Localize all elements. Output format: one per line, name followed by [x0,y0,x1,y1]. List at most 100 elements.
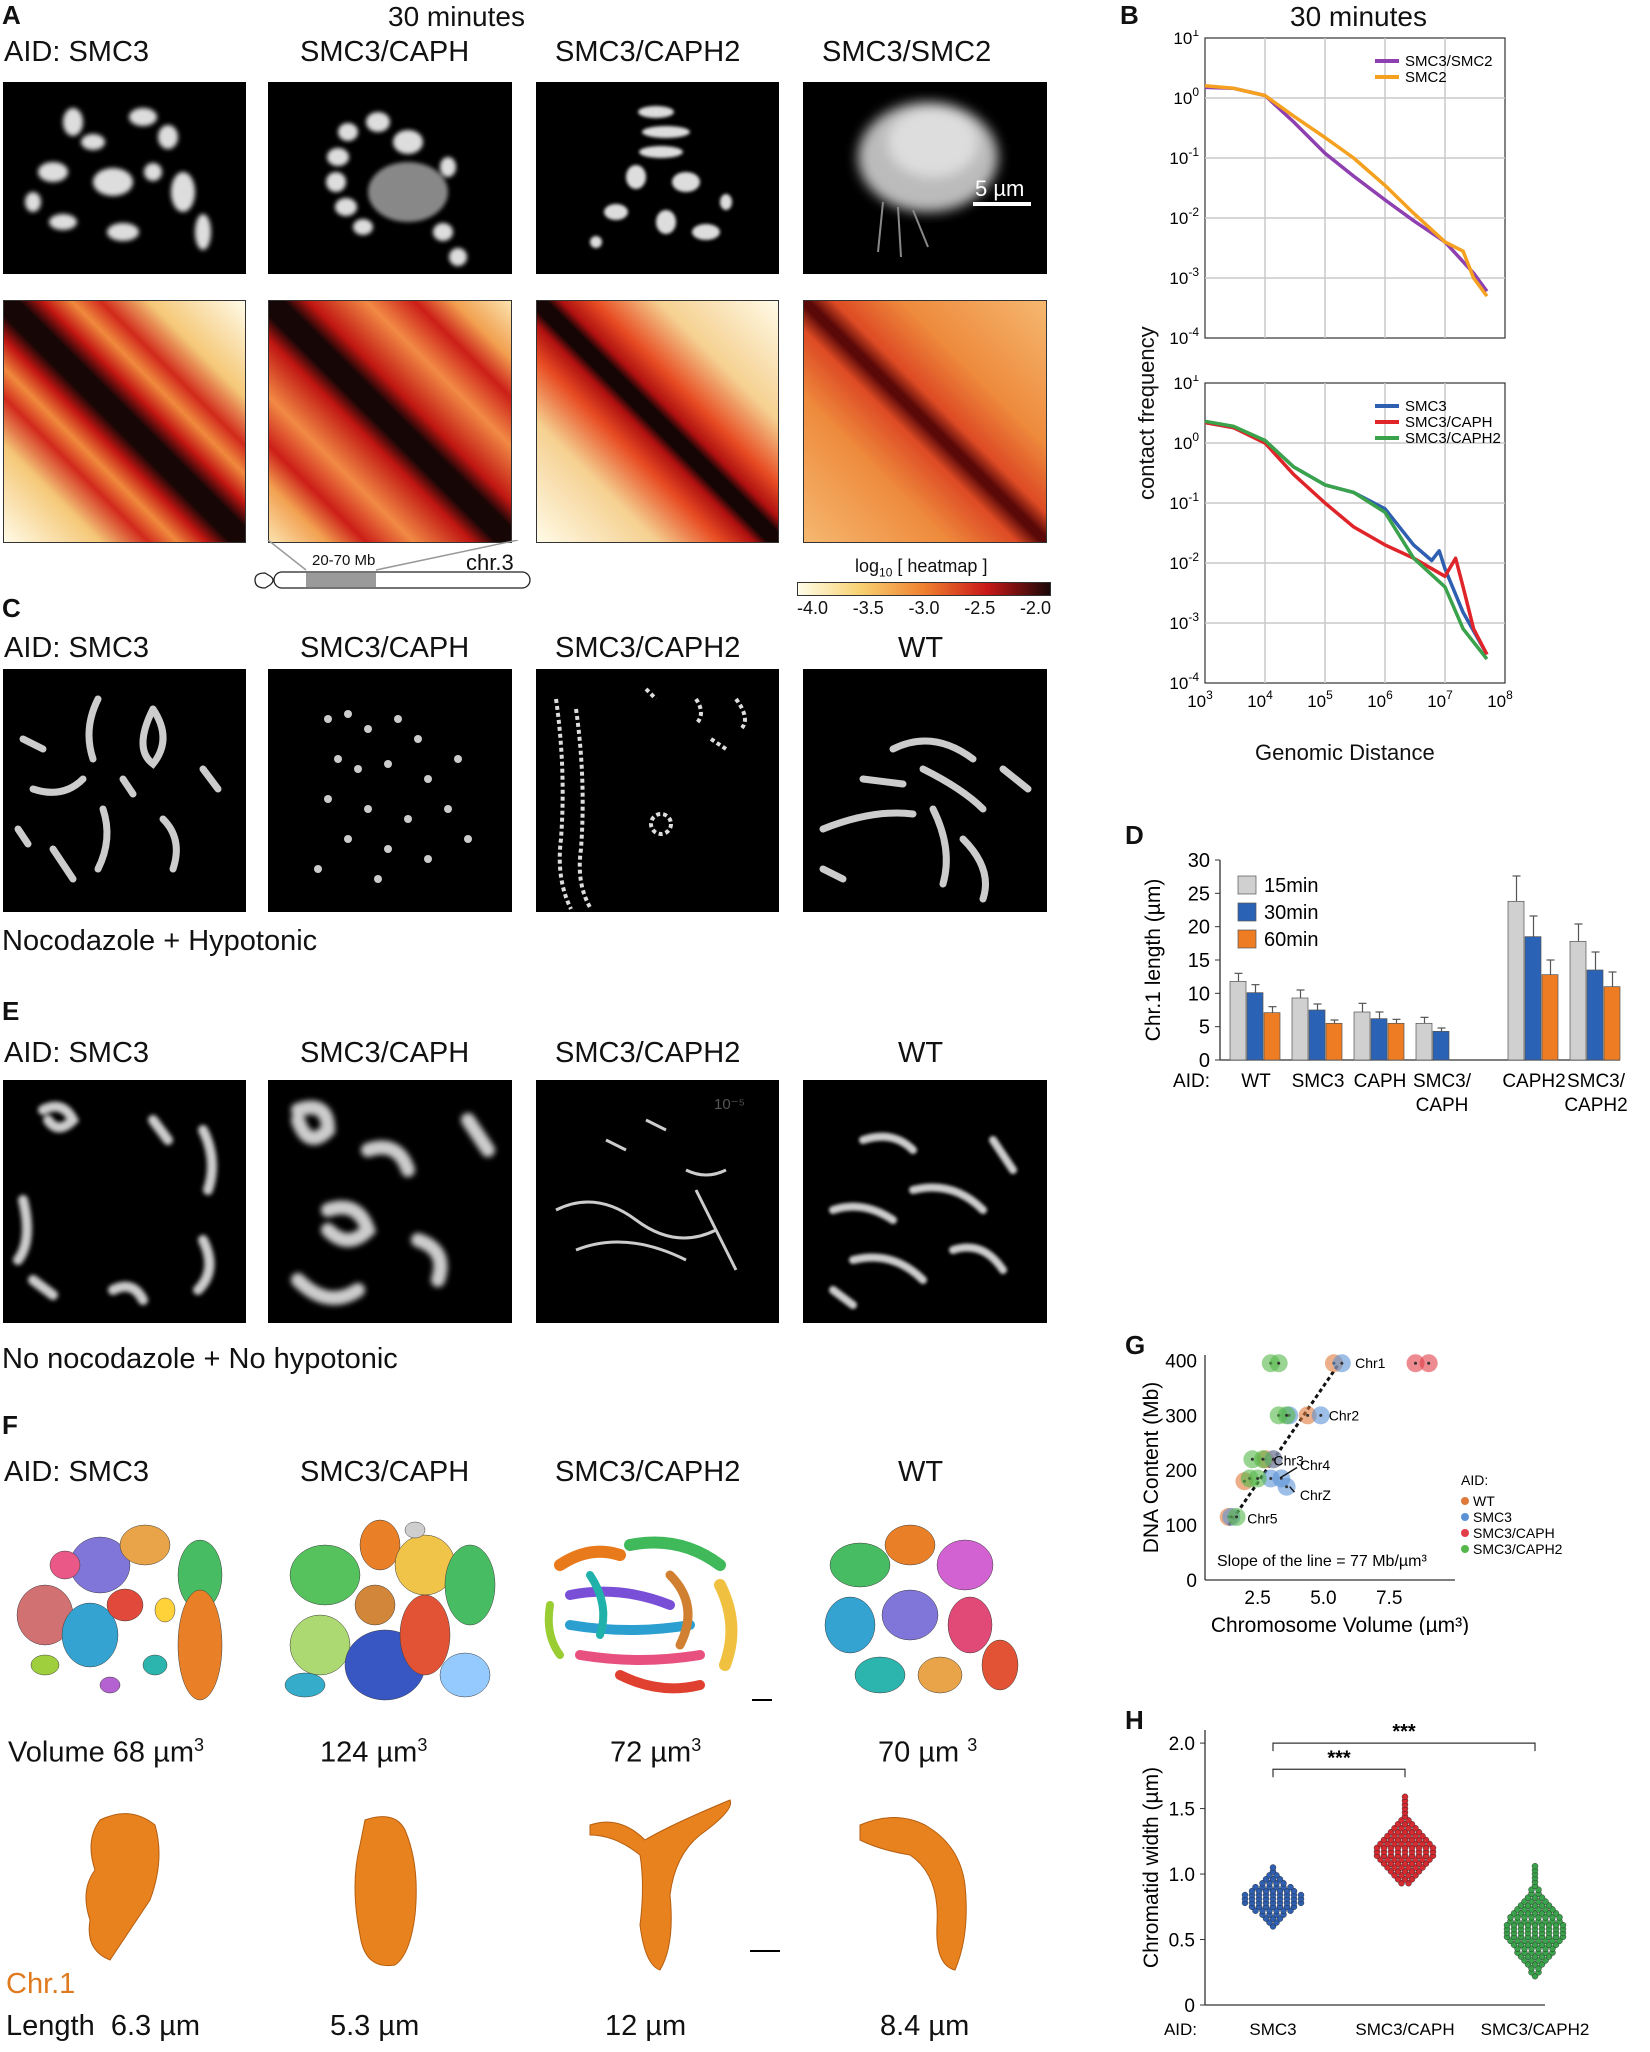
panel-label-a: A [2,0,21,30]
panel-c-label-3: SMC3/CAPH2 [555,632,741,664]
x-tick-label: 5.0 [1310,1588,1336,1609]
scatter-point-center [1340,1361,1344,1365]
panel-b-title: 30 minutes [1290,1,1427,32]
y-tick-label: 1.0 [1169,1865,1195,1886]
scatter-point-center [1285,1485,1289,1489]
y-tick-label: 10-4 [1169,670,1199,693]
panel-c-caption: Nocodazole + Hypotonic [2,925,318,957]
micrograph-watermark: 10⁻⁵ [714,1096,745,1113]
colorbar-tick: -4.0 [797,598,829,618]
heatmap-smc3-caph2 [536,300,779,543]
x-tick-label: CAPH2 [1502,1071,1565,1092]
panel-f-label-4: WT [898,1456,944,1488]
legend-marker [1461,1529,1469,1537]
legend-swatch [1237,929,1257,949]
y-tick-label: 25 [1188,883,1210,905]
legend-marker [1461,1545,1469,1553]
x-tick-label: SMC3 [1249,2020,1296,2039]
panel-f-label-1: AID: SMC3 [4,1456,150,1488]
bar [1353,1011,1371,1061]
legend-label: WT [1473,1493,1495,1509]
x-axis-label: Chromosome Volume (µm³) [1211,1614,1469,1635]
y-tick-label: 10-4 [1169,325,1199,348]
y-axis-label: Chromatid width (µm) [1140,1767,1163,1968]
bar [1370,1018,1388,1061]
chrom-name: chr.3 [466,550,514,575]
scale-bar [973,202,1031,206]
length-smc3-caph2: 12 µm [605,2010,687,2042]
legend-label: 15min [1264,875,1318,897]
x-tick-label: 108 [1487,688,1513,711]
panel-c-label-1: AID: SMC3 [4,632,150,664]
swarm-point [1269,1864,1277,1871]
bar [1387,1022,1405,1061]
x-tick-label: WT [1241,1071,1271,1092]
bar [1541,974,1559,1061]
legend-marker [1461,1497,1469,1505]
swarm-point [1287,1883,1294,1891]
y-tick-label: 100 [1173,85,1199,108]
x-tick-label: SMC3/CAPH [1355,2020,1454,2039]
y-tick-label: 0 [1199,1050,1210,1072]
significance-bracket [1272,1742,1536,1752]
slope-annotation: Slope of the line = 77 Mb/µm³ [1217,1553,1427,1570]
chart-h: 0 0.5 1.0 1.5 2.0 Chromatid width (µm) SMC3 SMC… [1140,1721,1590,2039]
heatmap-smc3-caph [268,300,512,543]
scatter-point-center [1271,1457,1275,1461]
scatter-point-center [1256,1476,1260,1480]
panel-c-label-2: SMC3/CAPH [300,632,470,664]
y-tick-label: 15 [1188,950,1210,972]
legend-label: 30min [1264,902,1318,924]
panel-label-b: B [1120,0,1139,30]
x-tick-label: SMC3/ [1413,1071,1472,1092]
bar [1263,1012,1281,1061]
y-tick-label: 1.5 [1169,1800,1195,1821]
x-tick-label: SMC3/CAPH2 [1481,2020,1590,2039]
scatter-point-center [1306,1413,1310,1417]
chrom-label: Chr3 [1274,1452,1305,1468]
bar [1291,997,1309,1061]
panel-label-g: G [1125,1330,1146,1360]
bar [1507,900,1525,1061]
panel-a-title: 30 minutes [388,1,525,32]
colorbar-tick: -2.5 [964,598,996,618]
panel-label-e: E [2,996,20,1026]
chr1-scale-bar [750,1950,780,1952]
micrograph-c-wt [803,669,1047,912]
bar [1603,986,1621,1061]
chart-d: 0 5 10 15 20 25 30 Chr.1 length (µm) WT SMC3 CAPH S… [1142,850,1628,1116]
y-tick-label: 0 [1184,1996,1195,2017]
micrograph-a-smc3-caph [268,82,512,274]
length-wt: 8.4 µm [880,2010,970,2042]
y-tick-label: 100 [1165,1516,1197,1537]
render-3d-wt [824,1524,1019,1694]
legend-label: SMC3/CAPH2 [1405,430,1501,447]
series-line-1 [1204,84,1489,298]
chr1-render-smc3-caph2 [589,1799,732,1971]
y-tick-label: 10-1 [1169,145,1199,168]
x-tick-label: 103 [1187,688,1213,711]
chrom-label: ChrZ [1300,1487,1332,1503]
scale-bar-label: 5 µm [975,176,1025,201]
y-tick-label: 20 [1188,917,1210,939]
y-tick-label: 200 [1165,1461,1197,1482]
panel-label-h: H [1125,1705,1144,1735]
series-line-2 [1204,419,1489,661]
micrograph-a-smc3-smc2: 5 µm [803,82,1047,274]
micrograph-c-smc3-caph [268,669,512,912]
y-tick-label: 10-3 [1169,610,1199,633]
panel-a-label-2: SMC3/CAPH [300,36,470,68]
volume-smc3: Volume 68 µm3 [8,1735,204,1769]
chrom-label: Chr2 [1329,1407,1360,1423]
swarm-point [1401,1793,1409,1800]
panel-a-label-4: SMC3/SMC2 [822,36,992,68]
swarm-point [1531,1862,1539,1870]
swarm-point [1252,1883,1259,1891]
colorbar-tick: -3.5 [852,598,884,618]
bar [1524,936,1542,1061]
panel-c-label-4: WT [898,632,944,664]
significance-label: *** [1327,1747,1351,1769]
bar [1229,980,1247,1061]
chr1-render-smc3-caph [354,1816,417,1967]
x-tick-label: 2.5 [1244,1588,1270,1609]
